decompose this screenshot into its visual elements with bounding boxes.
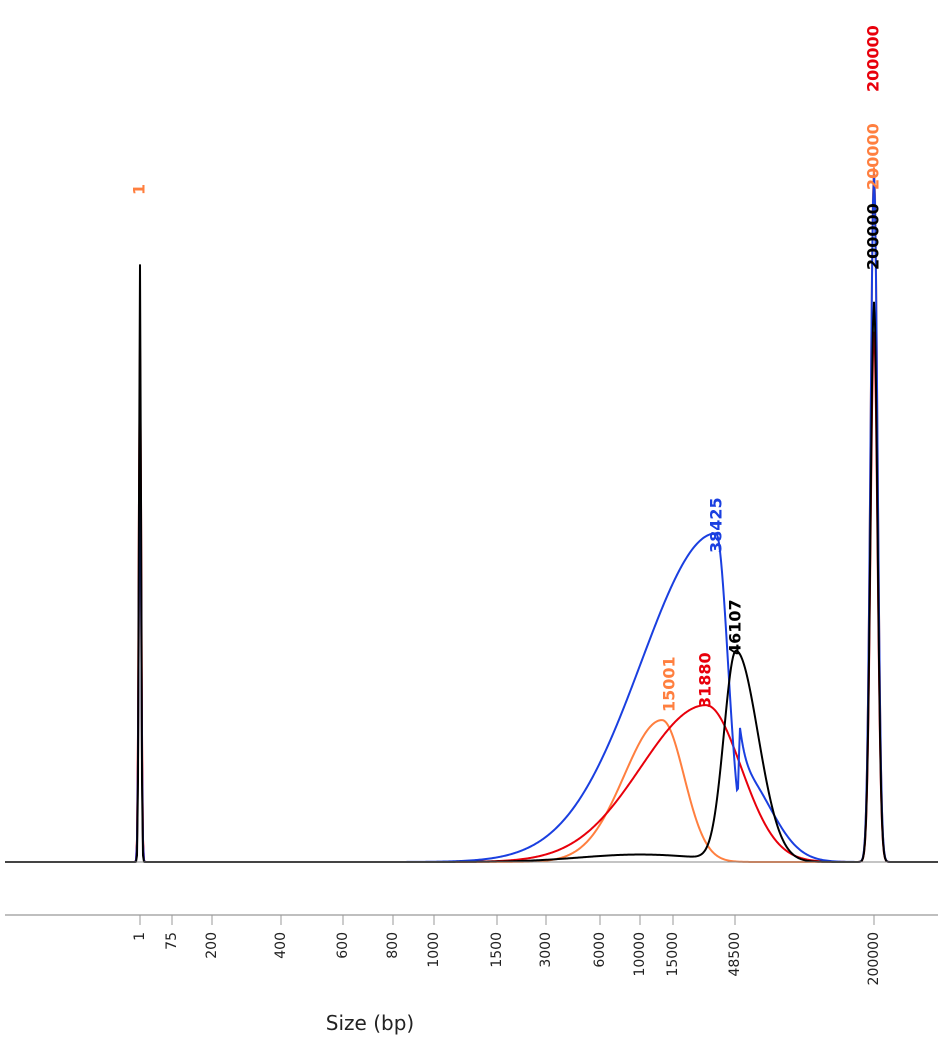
x-tick-label: 48500	[727, 932, 743, 977]
x-tick-label: 1500	[489, 932, 505, 968]
peak-label: 15001	[660, 656, 679, 712]
x-tick-label: 1000	[426, 932, 442, 968]
peak-label: 31880	[696, 652, 715, 708]
trace-line-0	[5, 331, 938, 863]
peak-label: 200000	[864, 123, 883, 190]
x-tick-label: 600	[335, 932, 351, 959]
x-tick-label: 400	[273, 932, 289, 959]
peak-label-group: 1 200000 200000 200000 38425 46107 31880 15001	[130, 25, 883, 712]
x-tick-label: 200	[204, 932, 220, 959]
x-tick-label: 3000	[538, 932, 554, 968]
trace-line-1	[5, 167, 938, 863]
x-tick-label: 6000	[592, 932, 608, 968]
peak-label: 46107	[726, 599, 745, 655]
trace-line-3	[5, 264, 938, 863]
x-tick-label: 1	[132, 932, 148, 941]
x-tick-label: 200000	[866, 932, 882, 985]
peak-label: 200000	[864, 203, 883, 270]
trace-line-2	[5, 174, 938, 863]
peak-label: 1	[130, 184, 149, 195]
peak-label: 200000	[864, 25, 883, 92]
x-tick-group: 1 75 200 400 600 800 1000 1500 3000 6000 10000 1500…	[132, 915, 882, 985]
trace-group	[5, 167, 938, 863]
x-tick-label: 15000	[665, 932, 681, 977]
x-tick-label: 75	[164, 932, 180, 950]
x-axis-title: Size (bp)	[326, 1011, 414, 1035]
x-tick-label: 800	[385, 932, 401, 959]
x-tick-label: 10000	[632, 932, 648, 977]
peak-label: 38425	[707, 497, 726, 553]
